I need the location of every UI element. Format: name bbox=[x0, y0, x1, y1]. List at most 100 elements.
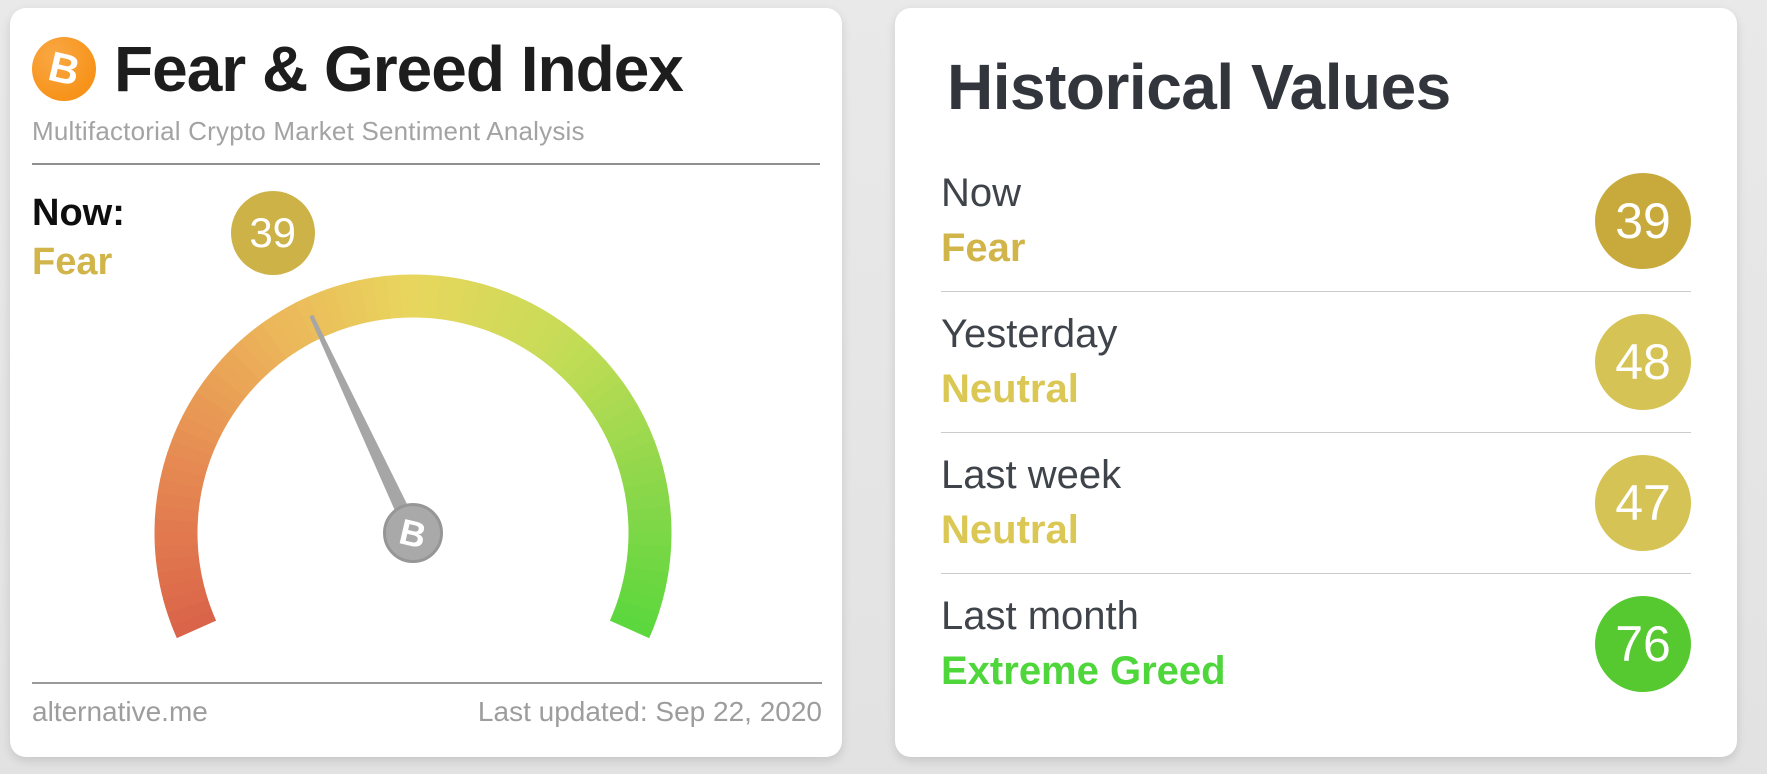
gauge-arc-segment bbox=[565, 350, 606, 390]
gauge-arc-segment bbox=[154, 504, 199, 522]
gauge-arc-segment bbox=[157, 478, 203, 500]
gauge-arc-segment bbox=[320, 286, 348, 332]
gauge-arc-segment bbox=[468, 283, 494, 329]
gauge-arc-segment bbox=[548, 332, 587, 374]
gauge-arc-segment bbox=[557, 340, 597, 382]
card-header: B Fear & Greed Index bbox=[32, 32, 820, 106]
gauge-needle bbox=[309, 314, 420, 537]
gauge-arc-segment bbox=[346, 279, 370, 325]
gauge-arc-segment bbox=[220, 349, 262, 389]
row-period: Last week bbox=[941, 453, 1122, 497]
gauge-arc-segment bbox=[609, 427, 655, 457]
table-row-last-month: Last month Extreme Greed 76 bbox=[941, 573, 1691, 714]
table-row-last-week: Last week Neutral 47 bbox=[941, 432, 1691, 573]
bitcoin-hub-glyph: B bbox=[396, 511, 431, 557]
fear-greed-index-card: B Fear & Greed Index Multifactorial Cryp… bbox=[10, 8, 842, 757]
gauge-arc-segment bbox=[580, 370, 623, 408]
historical-rows: Now Fear 39 Yesterday Neutral 48 Last we… bbox=[941, 150, 1691, 714]
row-period: Yesterday bbox=[941, 312, 1118, 356]
gauge-arc-segment bbox=[614, 440, 660, 468]
gauge-arc-segment bbox=[176, 414, 222, 446]
card-subtitle: Multifactorial Crypto Market Sentiment A… bbox=[32, 116, 585, 146]
gauge-arc-segment bbox=[250, 323, 288, 366]
gauge-arc-segment bbox=[621, 466, 667, 490]
gauge-arc-segment bbox=[520, 309, 555, 353]
gauge-arc-segment bbox=[604, 415, 650, 447]
gauge-arc-segment bbox=[203, 369, 247, 407]
gauge-arc-segment bbox=[155, 554, 201, 574]
gauge-arc-segment bbox=[623, 479, 669, 501]
gauge-arc-segment bbox=[625, 555, 671, 575]
gauge-arc-segment bbox=[372, 275, 392, 321]
gauge-value-badge: 39 bbox=[230, 191, 315, 276]
historical-title: Historical Values bbox=[947, 51, 1451, 123]
header-divider bbox=[32, 163, 820, 165]
now-classification: Fear bbox=[32, 240, 113, 283]
gauge-arc-segment bbox=[182, 402, 227, 436]
gauge-arc-segment bbox=[166, 598, 212, 626]
row-classification: Neutral bbox=[941, 367, 1079, 411]
gauge-arc-segment bbox=[154, 543, 199, 561]
gauge-arc-segment bbox=[479, 287, 507, 333]
row-value-badge: 47 bbox=[1595, 455, 1691, 551]
gauge-arc-segment bbox=[599, 403, 644, 437]
gauge-arc-segment bbox=[424, 274, 442, 319]
gauge-arc-segment bbox=[617, 453, 663, 479]
row-value-badge: 48 bbox=[1595, 314, 1691, 410]
gauge-arc-segment bbox=[283, 302, 317, 347]
bitcoin-b-glyph: B bbox=[44, 42, 85, 95]
gauge-arc-segment bbox=[435, 275, 455, 321]
gauge-arc-segment bbox=[230, 340, 270, 381]
gauge-arc-segment bbox=[510, 302, 544, 347]
gauge-arc-segment bbox=[609, 610, 655, 639]
gauge-arc-segment bbox=[212, 359, 254, 398]
gauge-arc-segment bbox=[385, 274, 403, 319]
historical-values-card: Historical Values Now Fear 39 Yesterday … bbox=[895, 8, 1737, 757]
gauge-arc-segment bbox=[261, 315, 297, 359]
gauge-arc-segment bbox=[593, 392, 638, 427]
gauge-arc-segment bbox=[490, 291, 520, 337]
gauge-arc-segment bbox=[155, 491, 201, 511]
gauge-arc-segment bbox=[307, 291, 337, 337]
gauge-arc-segment bbox=[620, 577, 666, 602]
gauge-arc-segment bbox=[171, 609, 217, 639]
gauge-arc-segment bbox=[587, 381, 631, 417]
gauge-arc-segment bbox=[530, 316, 566, 360]
gauge-arc-segment bbox=[573, 360, 615, 399]
row-period: Last month bbox=[941, 594, 1139, 638]
bitcoin-icon: B bbox=[32, 37, 96, 101]
gauge-arc-segment bbox=[163, 452, 209, 478]
gauge-arc-segment bbox=[159, 576, 205, 600]
gauge-arc-segment bbox=[272, 308, 307, 353]
gauge-arc-segment bbox=[157, 565, 203, 587]
source-link[interactable]: alternative.me bbox=[32, 696, 208, 727]
gauge-arc-segment bbox=[359, 277, 381, 323]
current-reading: Now: Fear bbox=[32, 189, 232, 286]
gauge-arc-segment bbox=[295, 296, 327, 342]
gauge-arc-segment bbox=[623, 566, 669, 588]
gauge-arc-segment bbox=[539, 323, 577, 367]
row-value-badge: 39 bbox=[1595, 172, 1691, 269]
table-row-now: Now Fear 39 bbox=[941, 150, 1691, 291]
gauge-arc-segment bbox=[613, 599, 659, 627]
gauge-arc-segment bbox=[446, 277, 468, 323]
gauge-arc-segment bbox=[167, 439, 213, 467]
row-classification: Extreme Greed bbox=[941, 649, 1226, 693]
gauge-arc-segment bbox=[189, 391, 233, 426]
gauge-arc-segment bbox=[196, 380, 240, 416]
card-title: Fear & Greed Index bbox=[114, 33, 684, 105]
row-value-badge: 76 bbox=[1595, 596, 1691, 692]
gauge-arc-segment bbox=[160, 464, 206, 489]
row-classification: Neutral bbox=[941, 508, 1079, 552]
last-updated-text: Last updated: Sep 22, 2020 bbox=[477, 696, 822, 727]
now-label: Now: bbox=[32, 192, 125, 234]
gauge-arc-segment bbox=[627, 505, 672, 523]
row-classification: Fear bbox=[941, 225, 1026, 270]
gauge-arc-segment bbox=[617, 588, 663, 614]
gauge-arc-segment bbox=[171, 426, 217, 456]
card-footer: alternative.me Last updated: Sep 22, 202… bbox=[32, 682, 822, 728]
footer-divider bbox=[32, 682, 822, 684]
table-row-yesterday: Yesterday Neutral 48 bbox=[941, 291, 1691, 432]
gauge-arc-segment bbox=[500, 296, 532, 342]
